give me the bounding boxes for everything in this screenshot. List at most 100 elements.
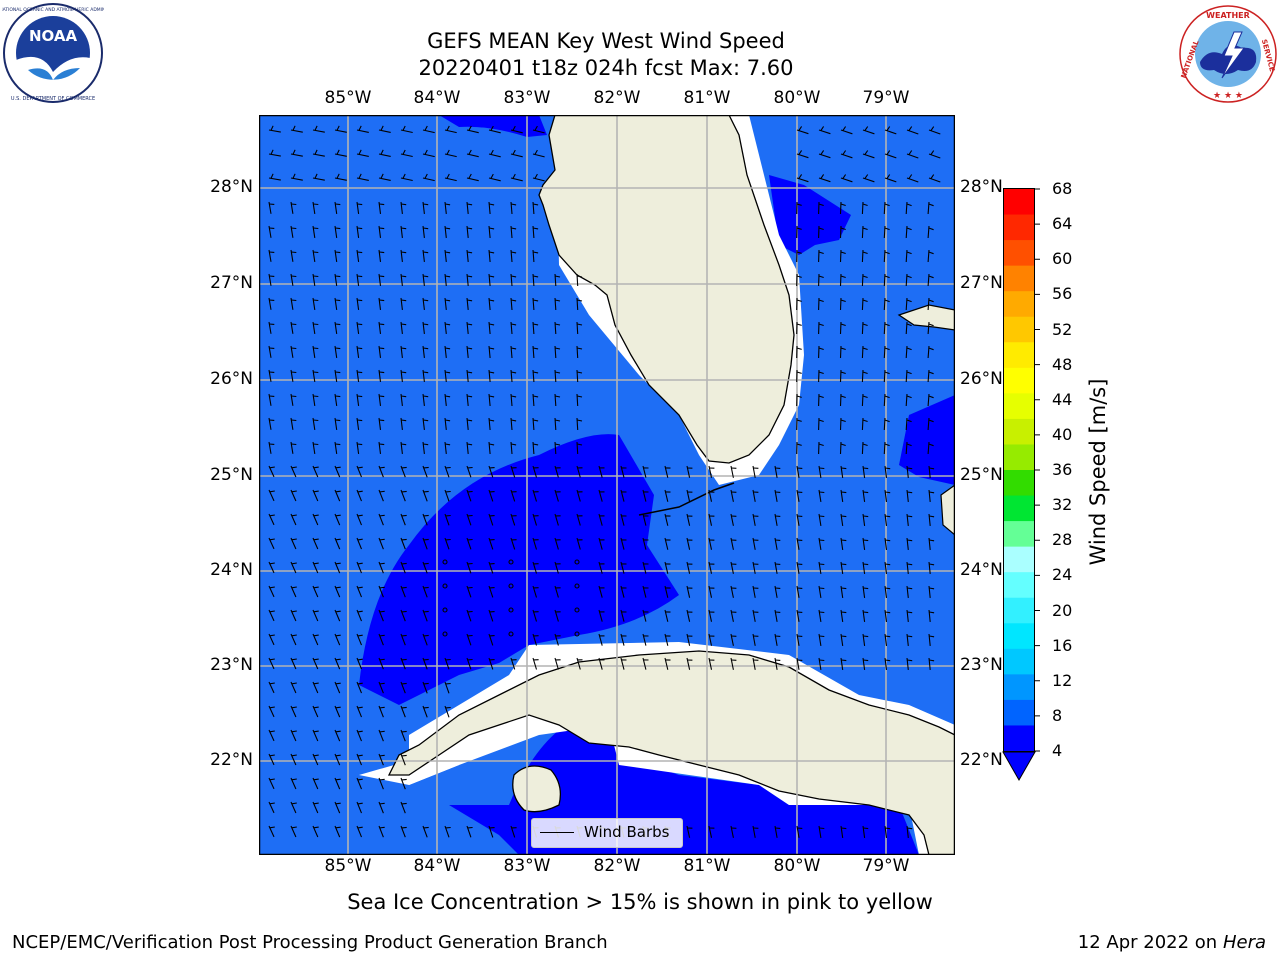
- wind-barb-flag: [885, 539, 891, 542]
- wind-barb: [400, 177, 413, 182]
- wind-barb-flag: [401, 251, 407, 254]
- wind-barb: [312, 561, 319, 574]
- wind-barb-flag: [885, 611, 891, 614]
- wind-barb-flag: [445, 251, 451, 254]
- wind-barb-flag: [335, 778, 341, 781]
- wind-barb: [466, 561, 472, 574]
- wind-barb: [752, 489, 756, 502]
- wind-barb-flag: [511, 251, 517, 254]
- wind-barb: [664, 537, 669, 550]
- wind-barb-flag: [533, 203, 539, 206]
- wind-barb-flag: [906, 395, 912, 399]
- colorbar: [1002, 188, 1040, 782]
- wind-barb-flag: [490, 149, 494, 155]
- wind-barb-flag: [379, 275, 385, 278]
- wind-barb: [334, 801, 341, 814]
- wind-barb: [488, 441, 491, 455]
- wind-barb-flag: [796, 371, 802, 374]
- wind-barb: [356, 321, 360, 334]
- wind-barb: [444, 177, 457, 182]
- wind-barb-flag: [423, 538, 429, 541]
- wind-barb: [840, 537, 844, 550]
- wind-barb: [554, 465, 559, 478]
- wind-barb-flag: [423, 347, 429, 350]
- wind-barb: [905, 441, 908, 455]
- wind-barb: [334, 417, 338, 430]
- wind-barb: [905, 321, 908, 335]
- wind-barb-flag: [512, 149, 516, 155]
- wind-barb-flag: [313, 227, 319, 230]
- wind-barb: [554, 609, 559, 622]
- wind-barb: [334, 297, 338, 310]
- noaa-logo: NOAA U.S. DEPARTMENT OF COMMERCE NATIONA…: [2, 3, 104, 103]
- wind-barb: [664, 489, 669, 502]
- wind-barb-flag: [379, 227, 385, 230]
- wind-barb: [774, 465, 778, 478]
- wind-barb: [510, 297, 513, 311]
- wind-barb: [422, 153, 435, 158]
- wind-barb-flag: [292, 125, 296, 131]
- lat-tick-left: 26°N: [210, 369, 253, 389]
- wind-barb-flag: [554, 419, 561, 422]
- colorbar-tick-label: 24: [1052, 565, 1073, 585]
- colorbar-segment: [1004, 444, 1034, 471]
- wind-barb: [378, 417, 382, 430]
- wind-barb-flag: [269, 826, 275, 829]
- wind-barb-flag: [291, 754, 297, 757]
- wind-barb: [774, 585, 778, 598]
- wind-barb-flag: [841, 515, 847, 518]
- wind-barb-flag: [379, 347, 385, 350]
- wind-barb-flag: [534, 125, 538, 131]
- wind-barb-flag: [863, 491, 869, 494]
- wind-barb-flag: [335, 443, 341, 446]
- footer-date-text: 12 Apr 2022 on: [1077, 932, 1223, 953]
- wind-barb: [840, 633, 844, 646]
- wind-barb-flag: [511, 419, 517, 422]
- wind-barb: [444, 465, 450, 478]
- wind-barb-flag: [313, 802, 319, 805]
- calm-wind-marker: [442, 559, 448, 565]
- wind-barb-flag: [313, 419, 319, 422]
- wind-barb-flag: [401, 730, 407, 733]
- wind-barb-flag: [357, 275, 363, 278]
- wind-barb-flag: [423, 490, 429, 493]
- wind-barb-flag: [886, 174, 891, 180]
- wind-barb-flag: [423, 634, 429, 637]
- wind-barb-flag: [291, 251, 297, 254]
- wind-barb: [444, 825, 450, 838]
- wind-barb-flag: [423, 395, 429, 398]
- wind-barb-flag: [819, 587, 825, 590]
- wind-barb-flag: [357, 203, 363, 206]
- wind-barb-flag: [511, 203, 517, 206]
- wind-barb-flag: [423, 227, 429, 230]
- wind-barb: [356, 201, 360, 214]
- wind-barb: [378, 321, 382, 334]
- wind-barb: [312, 249, 316, 262]
- footer-credit: NCEP/EMC/Verification Post Processing Pr…: [12, 932, 608, 953]
- wind-barb-flag: [906, 443, 912, 447]
- wind-barb: [422, 129, 435, 134]
- wind-barb-flag: [929, 659, 935, 662]
- wind-barb-flag: [379, 490, 385, 493]
- wind-barb: [928, 513, 931, 526]
- wind-barb-flag: [291, 371, 297, 374]
- wind-barb-flag: [402, 173, 406, 179]
- wind-barb-flag: [907, 515, 913, 518]
- wind-barb-flag: [335, 634, 341, 637]
- wind-barb-flag: [840, 443, 846, 447]
- wind-barb-flag: [313, 634, 319, 637]
- wind-barb-flag: [863, 827, 869, 830]
- wind-barb-flag: [357, 443, 363, 446]
- wind-barb-flag: [291, 203, 297, 206]
- wind-barb-flag: [358, 125, 362, 131]
- calm-wind-marker: [442, 607, 448, 613]
- wind-barb: [356, 513, 363, 526]
- lon-tick-top: 81°W: [683, 88, 731, 108]
- wind-barb: [378, 345, 382, 358]
- wind-barb: [862, 825, 866, 838]
- wind-barb: [312, 489, 319, 502]
- wind-barb-flag: [445, 203, 451, 206]
- wind-barb-flag: [358, 149, 362, 155]
- wind-barb-flag: [818, 323, 824, 327]
- wind-barb-flag: [819, 491, 825, 494]
